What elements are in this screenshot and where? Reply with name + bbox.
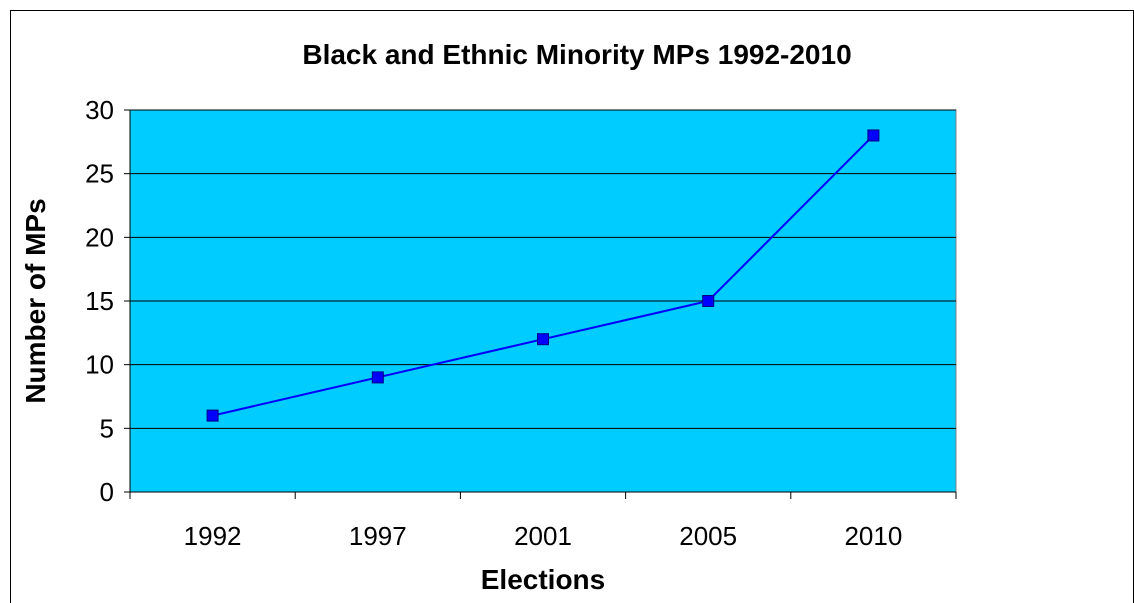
series-markers xyxy=(206,129,880,422)
y-tick-label: 20 xyxy=(85,222,114,252)
y-axis-title: Number of MPs xyxy=(20,198,51,403)
y-tick-label: 5 xyxy=(100,413,114,443)
data-point-marker xyxy=(537,333,549,346)
y-tick-labels: 0 5 10 15 20 25 30 xyxy=(85,95,114,507)
x-tick-label: 2010 xyxy=(844,521,902,551)
x-tick-label: 2005 xyxy=(679,521,737,551)
data-point-marker xyxy=(371,371,384,384)
axes xyxy=(124,109,957,499)
chart-title: Black and Ethnic Minority MPs 1992-2010 xyxy=(302,39,851,70)
y-tick-label: 30 xyxy=(85,95,114,125)
data-point-marker xyxy=(702,295,715,307)
y-tick-label: 25 xyxy=(85,159,114,189)
x-axis-title: Elections xyxy=(481,564,605,595)
x-tick-label: 2001 xyxy=(514,521,572,551)
x-tick-labels: 1992 1997 2001 2005 2010 xyxy=(184,521,903,551)
data-point-marker xyxy=(206,409,219,422)
data-point-marker xyxy=(867,129,880,142)
x-tick-label: 1997 xyxy=(349,521,407,551)
y-tick-label: 10 xyxy=(85,350,114,380)
x-tick-label: 1992 xyxy=(184,521,242,551)
y-tick-label: 0 xyxy=(100,477,114,507)
gridlines xyxy=(130,109,956,429)
y-tick-label: 15 xyxy=(85,286,114,316)
